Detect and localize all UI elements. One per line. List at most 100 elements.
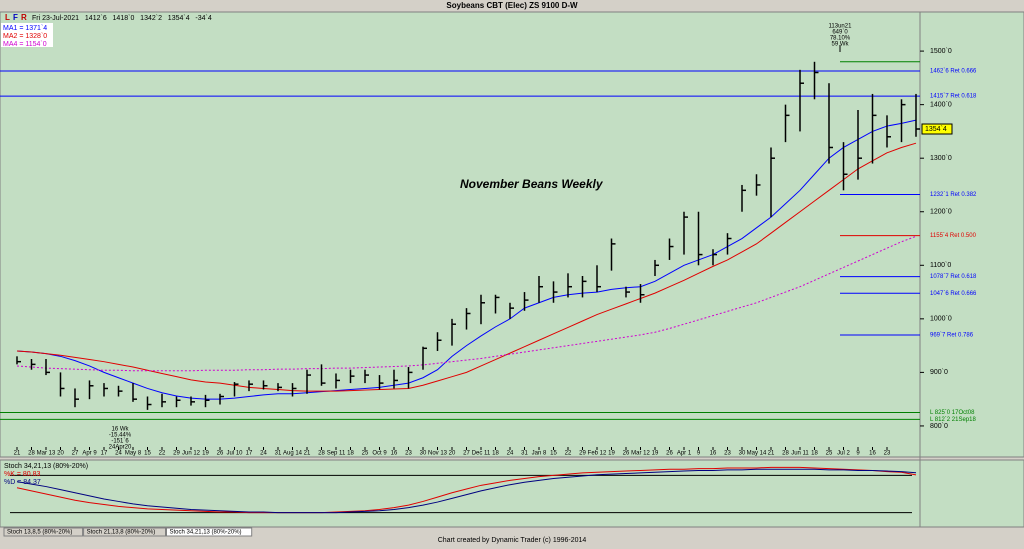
x-tick-label: 28 [782, 451, 789, 457]
tab[interactable] [3, 527, 84, 537]
tab[interactable] [166, 527, 253, 537]
quote-bar: Fri 23-Jul-2021 1412`6 1418`0 1342`2 135… [32, 15, 212, 22]
x-tick-label: Feb 12 [588, 451, 607, 457]
x-tick-label: 29 [173, 451, 180, 457]
x-tick-label: Apr 1 [677, 451, 692, 457]
x-tick-label: 27 [463, 451, 470, 457]
x-tick-label: 30 [739, 451, 746, 457]
x-tick-label: Dec 11 [472, 451, 491, 457]
x-tick-label: 23 [724, 451, 731, 457]
tab-label[interactable]: Stoch 21,13,8 (80%-20%) [87, 530, 156, 536]
toolbar-button[interactable]: L [5, 13, 10, 22]
tab-label[interactable]: Stoch 34,21,13 (80%-20%) [170, 530, 242, 536]
x-tick-label: 18 [347, 451, 354, 457]
legend-entry: MA4 = 1154`0 [3, 41, 47, 48]
y-tick-label: 1400`0 [930, 101, 952, 108]
level-label: 1415`7 Ret 0.618 [930, 94, 977, 100]
x-tick-label: 17 [101, 451, 108, 457]
x-tick-label: 31 [275, 451, 282, 457]
stoch-legend: %D = 84.37 [4, 479, 41, 486]
x-tick-label: Oct 9 [372, 451, 387, 457]
x-tick-label: 26 [623, 451, 630, 457]
x-tick-label: 15 [550, 451, 557, 457]
last-price-box [921, 123, 953, 135]
x-tick-label: 28 [318, 451, 325, 457]
x-tick-label: Sep 11 [327, 451, 346, 457]
y-tick-label: 1000`0 [930, 316, 952, 323]
legend-entry: MA1 = 1371`4 [3, 25, 47, 32]
x-tick-label: 15 [144, 451, 151, 457]
x-tick-label: 9 [856, 451, 860, 457]
x-tick-label: 22 [565, 451, 572, 457]
x-tick-label: 30 [420, 451, 427, 457]
level-label: 1155`4 Ret 0.500 [930, 233, 977, 239]
x-tick-label: Jan 8 [532, 451, 547, 457]
y-tick-label: 1100`0 [930, 262, 951, 269]
annotation: -15.44% [109, 433, 132, 439]
footer: Chart created by Dynamic Trader (c) 1996… [438, 537, 587, 544]
moving-average [16, 235, 917, 372]
x-tick-label: 24 [115, 451, 122, 457]
y-tick-label: 1500`0 [930, 48, 952, 55]
tab-label[interactable]: Stoch 13,8,5 (80%-20%) [7, 530, 72, 536]
x-tick-label: May 14 [747, 451, 767, 457]
annotation: -151`6 [111, 439, 129, 445]
x-tick-label: Mar 12 [631, 451, 650, 457]
x-tick-label: Nov 13 [428, 451, 448, 457]
y-tick-label: 800`0 [930, 423, 948, 430]
x-tick-label: Jun 11 [791, 451, 809, 457]
x-tick-label: 21 [768, 451, 775, 457]
y-tick-label: 900`0 [930, 369, 948, 376]
x-tick-label: 29 [579, 451, 586, 457]
x-tick-label: 21 [14, 451, 21, 457]
x-tick-label: 19 [652, 451, 659, 457]
x-tick-label: Jul 10 [226, 451, 243, 457]
x-tick-label: Apr 9 [82, 451, 97, 457]
x-tick-label: Mar 13 [37, 451, 56, 457]
tab[interactable] [83, 527, 166, 537]
stoch-pane [0, 459, 1024, 528]
last-price-label: 1354`4 [925, 126, 947, 133]
x-tick-label: 23 [405, 451, 412, 457]
y-tick-label: 1300`0 [930, 155, 952, 162]
stoch-legend: %K = 80.83 [4, 471, 40, 478]
level-label: 1047`6 Ret 0.666 [930, 291, 977, 297]
x-tick-label: 24 [507, 451, 514, 457]
stoch-line [16, 466, 917, 514]
stoch-line [16, 468, 917, 514]
level-label: L 825`0 17Oct08 [930, 410, 975, 416]
chart-title: November Beans Weekly [460, 177, 604, 191]
x-tick-label: 16 [710, 451, 717, 457]
x-tick-label: 17 [246, 451, 253, 457]
level-label: 1462`6 Ret 0.666 [930, 69, 977, 75]
annotation: 24Apr20 [109, 445, 132, 451]
x-tick-label: 25 [362, 451, 369, 457]
moving-average [16, 142, 917, 392]
x-tick-label: Aug 14 [283, 451, 303, 457]
x-tick-label: 18 [492, 451, 499, 457]
x-tick-label: 19 [608, 451, 615, 457]
toolbar-button[interactable]: R [21, 13, 27, 22]
annotation: 113un21 [829, 24, 853, 30]
x-tick-label: 23 [884, 451, 891, 457]
x-tick-label: 27 [72, 451, 79, 457]
x-tick-label: 20 [57, 451, 64, 457]
x-tick-label: 24 [260, 451, 267, 457]
level-label: 1232`1 Ret 0.382 [930, 192, 977, 198]
x-tick-label: May 8 [125, 451, 142, 457]
toolbar-button[interactable]: F [13, 13, 18, 22]
x-tick-label: 20 [449, 451, 456, 457]
level-label: 969`7 Ret 0.786 [930, 333, 974, 339]
x-tick-label: 22 [159, 451, 166, 457]
x-tick-label: 9 [697, 451, 701, 457]
x-tick-label: 26 [666, 451, 673, 457]
x-tick-label: 31 [521, 451, 528, 457]
x-tick-label: 18 [811, 451, 818, 457]
annotation: 649`0 [832, 30, 848, 36]
window-title: Soybeans CBT (Elec) ZS 9100 D-W [446, 1, 578, 10]
x-tick-label: 19 [202, 451, 209, 457]
x-tick-label: 28 [28, 451, 35, 457]
annotation: 59 Wk [831, 42, 849, 48]
y-tick-label: 1200`0 [930, 209, 952, 216]
